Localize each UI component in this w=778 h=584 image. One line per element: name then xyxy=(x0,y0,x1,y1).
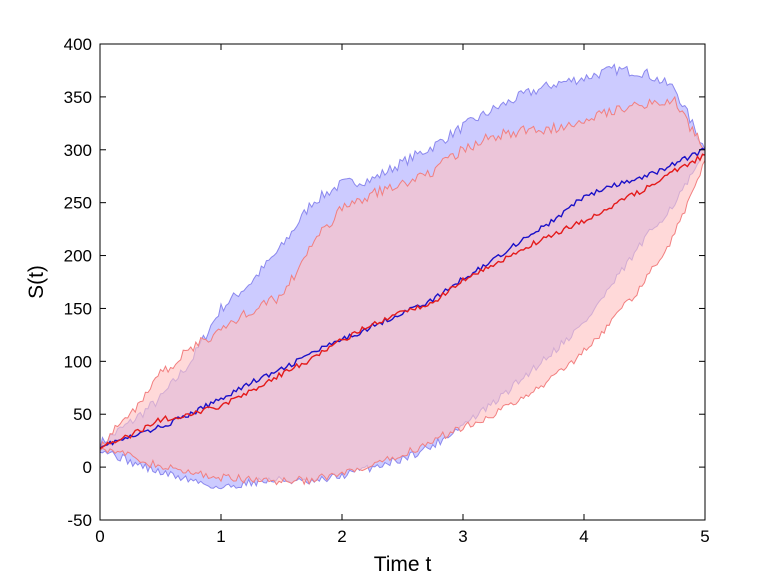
x-tick-label: 3 xyxy=(458,527,467,546)
y-tick-label: 50 xyxy=(73,405,92,424)
y-tick-label: 100 xyxy=(64,352,92,371)
y-tick-label: 350 xyxy=(64,88,92,107)
blue-mean-line xyxy=(99,147,706,450)
y-tick-label: 400 xyxy=(64,35,92,54)
y-tick-label: -50 xyxy=(67,511,92,530)
y-tick-label: 200 xyxy=(64,247,92,266)
y-tick-label: 250 xyxy=(64,194,92,213)
x-tick-label: 5 xyxy=(700,527,709,546)
plot-frame xyxy=(99,43,706,521)
y-tick-label: 300 xyxy=(64,141,92,160)
x-tick-label: 0 xyxy=(95,527,104,546)
y-tick-label: 150 xyxy=(64,299,92,318)
x-tick-label: 2 xyxy=(337,527,346,546)
red-mean-line xyxy=(99,153,706,450)
x-tick-label: 1 xyxy=(216,527,225,546)
x-tick-label: 4 xyxy=(579,527,588,546)
lines-layer xyxy=(99,147,706,450)
y-tick-label: 0 xyxy=(83,458,92,477)
y-axis-label: S(t) xyxy=(25,265,48,299)
x-axis-label: Time t xyxy=(374,553,432,576)
